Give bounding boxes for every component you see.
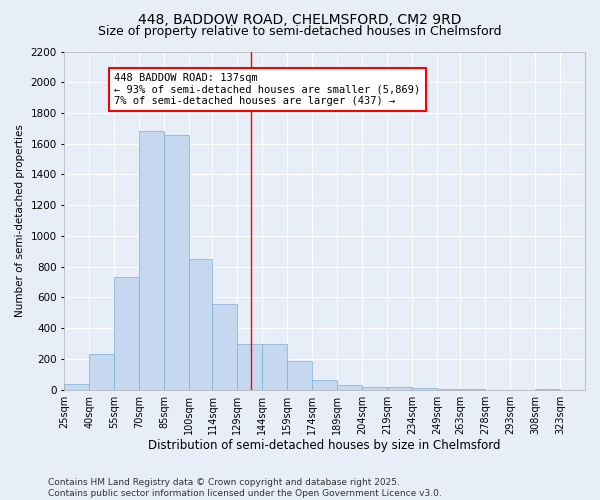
Y-axis label: Number of semi-detached properties: Number of semi-detached properties xyxy=(15,124,25,317)
Bar xyxy=(89,354,115,390)
Bar xyxy=(287,362,312,390)
Bar xyxy=(238,344,262,390)
Text: Size of property relative to semi-detached houses in Chelmsford: Size of property relative to semi-detach… xyxy=(98,25,502,38)
Bar xyxy=(189,259,212,390)
Bar xyxy=(262,344,287,390)
Bar xyxy=(362,386,387,390)
Bar xyxy=(312,380,337,390)
Bar xyxy=(164,134,189,390)
Bar xyxy=(387,388,412,390)
Bar xyxy=(212,304,238,390)
Text: 448 BADDOW ROAD: 137sqm
← 93% of semi-detached houses are smaller (5,869)
7% of : 448 BADDOW ROAD: 137sqm ← 93% of semi-de… xyxy=(115,73,421,106)
Bar xyxy=(437,389,460,390)
Bar xyxy=(535,389,560,390)
Bar xyxy=(337,385,362,390)
Bar xyxy=(139,132,164,390)
Text: Contains HM Land Registry data © Crown copyright and database right 2025.
Contai: Contains HM Land Registry data © Crown c… xyxy=(48,478,442,498)
Text: 448, BADDOW ROAD, CHELMSFORD, CM2 9RD: 448, BADDOW ROAD, CHELMSFORD, CM2 9RD xyxy=(138,12,462,26)
Bar xyxy=(460,389,485,390)
Bar xyxy=(64,384,89,390)
Bar xyxy=(115,278,139,390)
X-axis label: Distribution of semi-detached houses by size in Chelmsford: Distribution of semi-detached houses by … xyxy=(148,440,501,452)
Bar xyxy=(412,388,437,390)
